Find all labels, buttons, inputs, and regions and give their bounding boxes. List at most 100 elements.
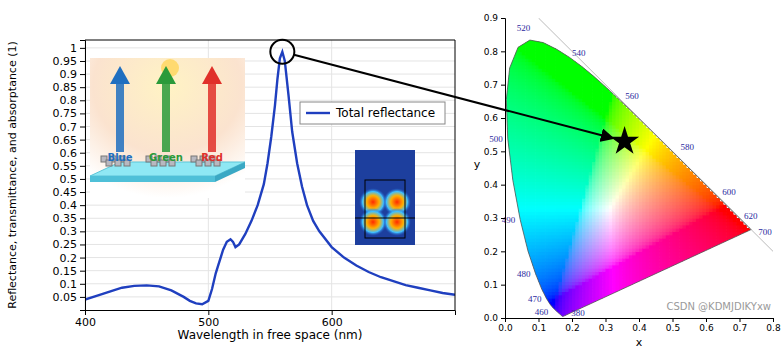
tick-label: 0.5 — [60, 173, 78, 186]
gamut-cell — [515, 281, 519, 285]
tick-mark — [80, 271, 85, 272]
field-background — [355, 150, 415, 245]
gamut-cell — [512, 45, 516, 49]
gamut-cell — [555, 45, 559, 49]
gamut-cell — [508, 298, 512, 302]
gamut-cell — [522, 261, 526, 265]
gamut-cell — [508, 178, 512, 182]
gamut-cell — [512, 308, 516, 312]
gamut-cell — [508, 185, 512, 189]
tick: 0.6 — [60, 147, 86, 160]
gamut-cell — [518, 301, 522, 305]
gamut-fill — [505, 35, 760, 318]
gamut-cell — [515, 248, 519, 252]
gamut-cell — [508, 248, 512, 252]
gamut-cell — [549, 41, 553, 45]
gamut-cell — [525, 315, 529, 318]
gamut-cell — [512, 255, 516, 259]
gamut-cell — [528, 288, 532, 292]
right-chart: 3804604704804905005205405605806006207000… — [474, 13, 781, 349]
gamut-cell — [522, 251, 526, 255]
legend-swatch — [306, 112, 330, 114]
plot-data — [505, 18, 773, 318]
gamut-cell — [552, 38, 556, 42]
gamut-cell — [512, 198, 516, 202]
gamut-cell — [512, 291, 516, 295]
gamut-cell — [508, 58, 512, 62]
gamut-cell — [515, 225, 519, 229]
gamut-cell — [512, 315, 516, 318]
gamut-cell — [518, 261, 522, 265]
field-inset — [355, 150, 415, 245]
tick-label: 0.65 — [53, 134, 78, 147]
tick-mark — [80, 231, 85, 232]
gamut-cell — [545, 35, 549, 39]
gamut-cell — [508, 295, 512, 299]
gamut-cell — [532, 281, 536, 285]
tick: 0.1 — [60, 278, 86, 291]
tick: 0.4 — [60, 199, 86, 212]
gamut-cell — [512, 298, 516, 302]
annotation-label: Blue — [108, 152, 133, 163]
tick-mark — [80, 179, 85, 180]
gamut-cell — [512, 38, 516, 42]
field-hotspot — [359, 208, 387, 236]
gamut-cell — [515, 255, 519, 259]
gamut-cell — [528, 308, 532, 312]
gamut-cell — [549, 308, 553, 312]
gamut-cell — [508, 308, 512, 312]
gamut-cell — [522, 305, 526, 309]
y-axis: 0.050.10.150.20.250.30.350.40.450.50.550… — [53, 41, 86, 311]
gamut-cell — [518, 298, 522, 302]
gamut-cell — [522, 315, 526, 318]
gamut-cell — [508, 315, 512, 318]
tick-label: 0.2 — [60, 252, 78, 265]
gamut-cell — [512, 225, 516, 229]
field-interface — [355, 218, 415, 219]
tick-mark — [80, 61, 85, 62]
gamut-cell — [552, 41, 556, 45]
gamut-cell — [508, 288, 512, 292]
gamut-cell — [518, 258, 522, 262]
x-axis: 400500600 — [75, 310, 456, 329]
gamut-cell — [508, 265, 512, 269]
plot-background — [505, 18, 773, 318]
gamut-cell — [512, 305, 516, 309]
arrow-shaft — [208, 82, 216, 152]
gamut-cell — [532, 275, 536, 279]
tick: 0.95 — [53, 55, 86, 68]
tick: 0.5 — [60, 173, 86, 186]
gamut-cell — [515, 298, 519, 302]
gamut-cell — [522, 288, 526, 292]
gamut-cell — [508, 235, 512, 239]
substrate-side — [90, 176, 215, 182]
tick-mark — [80, 140, 85, 141]
grid-line — [85, 296, 455, 297]
gamut-cell — [508, 241, 512, 245]
gamut-cell — [525, 261, 529, 265]
gamut-cell — [525, 281, 529, 285]
tick-label: 400 — [75, 316, 96, 329]
plot-background — [85, 40, 455, 310]
tick: 0.65 — [53, 134, 86, 147]
gamut-cell — [542, 301, 546, 305]
gamut-cell — [508, 35, 512, 39]
gamut-cell — [508, 285, 512, 289]
gamut-cell — [515, 315, 519, 318]
gamut-cell — [508, 251, 512, 255]
gamut-cell — [525, 255, 529, 259]
gamut-cell — [515, 215, 519, 219]
gamut-cell — [512, 228, 516, 232]
plot-data — [85, 52, 455, 304]
gamut-cell — [525, 35, 529, 39]
tick: 400 — [75, 310, 96, 329]
gamut-cell — [555, 41, 559, 45]
inset-background — [90, 58, 245, 198]
tick: 1 — [70, 42, 85, 55]
tick-mark — [208, 310, 209, 315]
gamut-cell — [518, 255, 522, 259]
tick-label: 0.85 — [53, 81, 78, 94]
tick-label: 600 — [322, 316, 343, 329]
gamut-cell — [528, 281, 532, 285]
gamut-cell — [522, 255, 526, 259]
